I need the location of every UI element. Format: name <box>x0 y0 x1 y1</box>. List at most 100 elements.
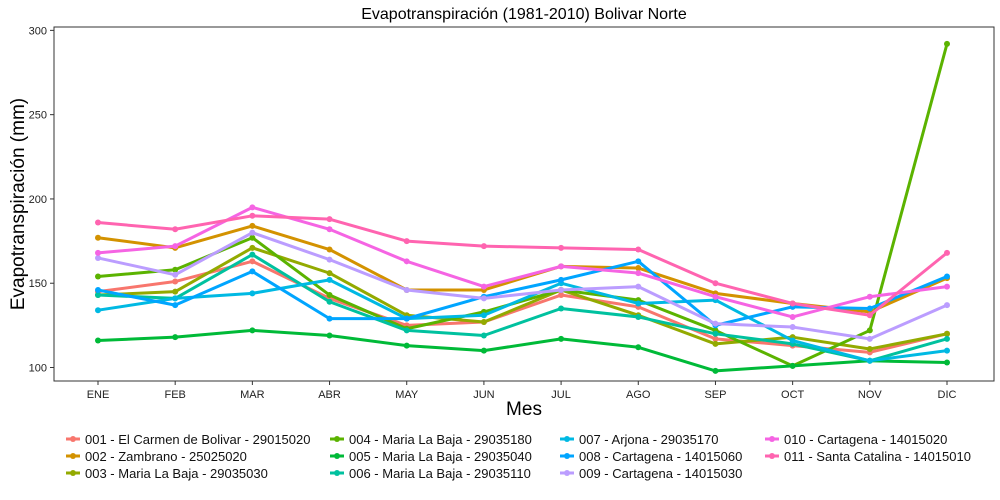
series-layer <box>95 40 950 374</box>
data-point <box>249 212 256 219</box>
data-point <box>944 347 950 354</box>
data-point <box>866 293 873 300</box>
chart-title: Evapotranspiración (1981-2010) Bolivar N… <box>361 6 687 23</box>
data-point <box>95 254 101 261</box>
data-point <box>866 357 873 364</box>
x-tick-label: JUN <box>473 389 494 401</box>
legend-key-point <box>70 470 76 476</box>
data-point <box>326 246 333 253</box>
x-tick-label: ENE <box>87 389 110 401</box>
x-tick-label: FEB <box>164 389 185 401</box>
data-point <box>635 283 642 290</box>
legend-key-point <box>334 453 340 459</box>
data-point <box>635 313 642 320</box>
data-point <box>944 302 950 309</box>
legend-label: 007 - Arjona - 29035170 <box>579 432 719 447</box>
data-point <box>480 312 487 319</box>
data-point <box>480 347 487 354</box>
legend-item: 002 - Zambrano - 25025020 <box>66 449 247 464</box>
data-point <box>712 330 719 337</box>
data-point <box>635 258 642 265</box>
data-point <box>635 270 642 277</box>
data-point <box>249 234 256 241</box>
data-point <box>249 244 256 251</box>
data-point <box>249 222 256 229</box>
data-point <box>172 334 179 341</box>
data-point <box>712 280 719 287</box>
data-point <box>95 337 101 344</box>
x-tick-label: SEP <box>704 389 726 401</box>
x-tick-label: OCT <box>781 389 805 401</box>
legend-label: 001 - El Carmen de Bolivar - 29015020 <box>85 432 310 447</box>
y-tick-label: 250 <box>29 110 47 122</box>
y-tick-label: 100 <box>29 363 47 375</box>
data-point <box>403 258 410 265</box>
series-line <box>97 253 948 363</box>
legend-item: 011 - Santa Catalina - 14015010 <box>765 449 971 464</box>
series-line <box>97 214 948 317</box>
legend-key-point <box>769 436 775 442</box>
data-point <box>480 319 487 325</box>
series-009 <box>95 229 950 342</box>
data-point <box>480 283 487 290</box>
data-point <box>712 320 719 327</box>
data-point <box>712 293 719 300</box>
data-point <box>326 216 333 223</box>
data-point <box>95 307 101 314</box>
x-tick-label: JUL <box>551 389 571 401</box>
legend-label: 011 - Santa Catalina - 14015010 <box>784 449 971 464</box>
data-point <box>944 335 950 342</box>
y-tick-label: 150 <box>29 278 47 290</box>
legend-key-point <box>70 453 76 459</box>
data-point <box>789 324 796 331</box>
data-point <box>326 226 333 233</box>
data-point <box>172 302 179 309</box>
data-point <box>944 273 950 280</box>
data-point <box>95 234 101 241</box>
series-line <box>97 43 949 368</box>
legend-label: 008 - Cartagena - 14015060 <box>579 449 742 464</box>
data-point <box>789 337 796 344</box>
y-tick-label: 200 <box>29 194 47 206</box>
x-tick-label: ABR <box>318 389 341 401</box>
data-point <box>866 305 873 312</box>
data-point <box>95 286 101 293</box>
data-point <box>789 313 796 320</box>
data-point <box>249 327 256 334</box>
legend-key-point <box>334 436 340 442</box>
data-point <box>403 238 410 245</box>
x-axis: ENE FEB MAR ABR MAY JUN JUL AGO SEP OCT NOV DIC <box>87 381 957 401</box>
legend-key-point <box>769 453 775 459</box>
legend: 001 - El Carmen de Bolivar - 29015020 002… <box>66 432 971 481</box>
data-point <box>95 219 101 226</box>
legend-item: 003 - Maria La Baja - 29035030 <box>66 466 268 481</box>
legend-label: 009 - Cartagena - 14015030 <box>579 466 742 481</box>
data-point <box>249 204 256 211</box>
data-point <box>172 266 179 273</box>
data-point <box>480 295 487 302</box>
series-line <box>97 231 948 341</box>
series-line <box>97 328 948 373</box>
data-point <box>172 288 179 295</box>
data-point <box>326 315 333 322</box>
legend-key-point <box>70 436 76 442</box>
data-point <box>95 292 101 299</box>
data-point <box>95 273 101 280</box>
series-010 <box>95 204 950 320</box>
x-axis-title: Mes <box>506 399 542 420</box>
data-point <box>944 283 950 290</box>
legend-label: 002 - Zambrano - 25025020 <box>85 449 247 464</box>
data-point <box>249 258 256 265</box>
legend-key-point <box>334 470 340 476</box>
data-point <box>326 332 333 339</box>
legend-key-point <box>564 436 570 442</box>
plot-panel <box>53 26 995 382</box>
x-tick-label: MAY <box>395 389 419 401</box>
data-point <box>403 286 410 293</box>
data-point <box>789 362 796 369</box>
data-point <box>866 335 873 342</box>
data-point <box>944 249 950 256</box>
data-point <box>712 367 719 374</box>
series-line <box>97 278 948 363</box>
